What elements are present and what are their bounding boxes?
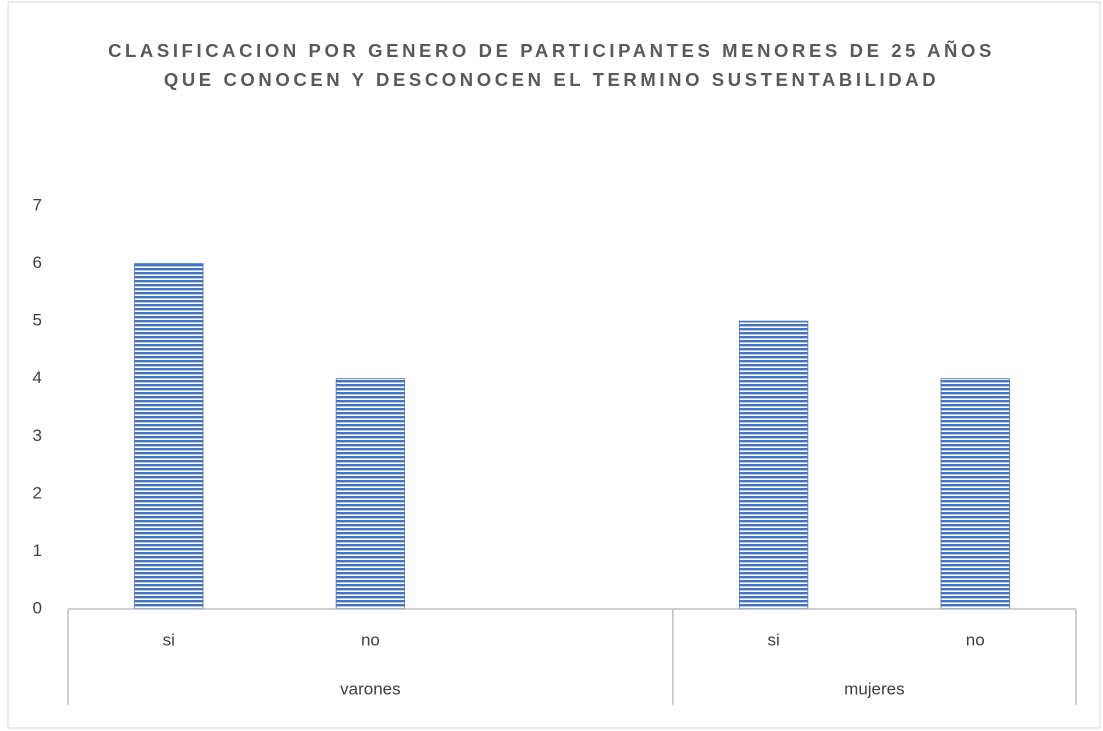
chart-title: CLASIFICACION POR GENERO DE PARTICIPANTE… — [108, 40, 995, 90]
bar — [134, 263, 204, 610]
y-tick-label: 5 — [33, 311, 42, 330]
x-tick-label: no — [966, 630, 985, 649]
y-tick-label: 2 — [33, 483, 42, 502]
x-tick-label: si — [767, 630, 779, 649]
group-label: varones — [340, 679, 400, 698]
chart-border — [7, 1, 1101, 729]
bar — [738, 320, 809, 610]
x-tick-label: si — [163, 630, 175, 649]
y-tick-label: 7 — [33, 195, 42, 214]
group-label: mujeres — [844, 679, 904, 698]
y-tick-label: 3 — [33, 426, 42, 445]
y-tick-label: 0 — [33, 598, 42, 617]
bar — [335, 378, 406, 610]
x-tick-label: no — [361, 630, 380, 649]
y-tick-label: 6 — [33, 253, 42, 272]
y-tick-label: 4 — [33, 368, 42, 387]
bar — [940, 378, 1010, 610]
y-tick-label: 1 — [33, 541, 42, 560]
